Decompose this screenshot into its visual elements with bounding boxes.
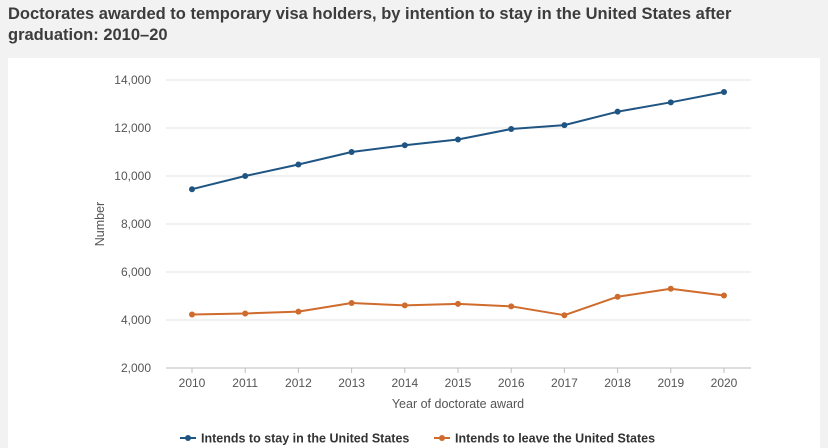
y-tick-label: 2,000 [121, 361, 151, 375]
x-tick-label: 2015 [445, 376, 472, 390]
x-tick-label: 2016 [498, 376, 525, 390]
data-point [508, 125, 515, 132]
data-point [561, 122, 568, 129]
y-tick-label: 10,000 [114, 169, 151, 183]
data-point [614, 293, 621, 300]
data-point [721, 89, 727, 95]
data-point [667, 285, 674, 292]
y-tick-label: 8,000 [121, 217, 151, 231]
x-axis-label: Year of doctorate award [392, 397, 524, 411]
data-point [561, 312, 568, 319]
data-point [721, 292, 727, 299]
data-point [667, 99, 674, 106]
data-point [401, 142, 408, 149]
legend-label: Intends to stay in the United States [201, 432, 409, 446]
x-tick-label: 2019 [657, 376, 684, 390]
series-lines [189, 89, 727, 319]
x-tick-label: 2014 [391, 376, 418, 390]
data-point [508, 303, 515, 310]
data-point [401, 302, 408, 309]
data-point [242, 173, 249, 179]
data-point [455, 300, 461, 307]
gridlines [166, 79, 751, 373]
data-point [455, 136, 461, 143]
x-tick-label: 2018 [604, 376, 631, 390]
data-point [348, 299, 355, 306]
x-tick-label: 2017 [551, 376, 578, 390]
legend-swatch-marker [185, 435, 191, 441]
legend-label: Intends to leave the United States [455, 432, 655, 446]
x-tick-label: 2020 [711, 376, 738, 390]
legend: Intends to stay in the United States Inte… [180, 432, 655, 446]
y-tick-label: 4,000 [121, 313, 151, 327]
data-point [614, 108, 621, 115]
y-tick-label: 12,000 [114, 121, 151, 135]
data-point [295, 161, 302, 168]
y-tick-label: 6,000 [121, 265, 151, 279]
x-tick-labels: 2010 2011 2012 2013 2014 2015 2016 2017 2018 2019… [179, 376, 738, 390]
chart-title: Doctorates awarded to temporary visa hol… [8, 5, 732, 44]
data-point [242, 310, 249, 317]
y-tick-labels: 2,000 4,000 6,000 8,000 10,000 12,000 14,000 [114, 73, 151, 375]
x-tick-label: 2010 [179, 376, 206, 390]
data-point [295, 308, 302, 315]
legend-swatch-marker [439, 435, 445, 441]
data-point [189, 186, 195, 193]
x-tick-label: 2011 [232, 376, 258, 390]
data-point [189, 311, 195, 318]
y-axis-label: Number [93, 202, 107, 246]
x-tick-label: 2013 [338, 376, 365, 390]
y-tick-label: 14,000 [114, 73, 151, 87]
chart-panel [8, 58, 820, 448]
data-point [348, 149, 355, 155]
x-tick-label: 2012 [285, 376, 312, 390]
